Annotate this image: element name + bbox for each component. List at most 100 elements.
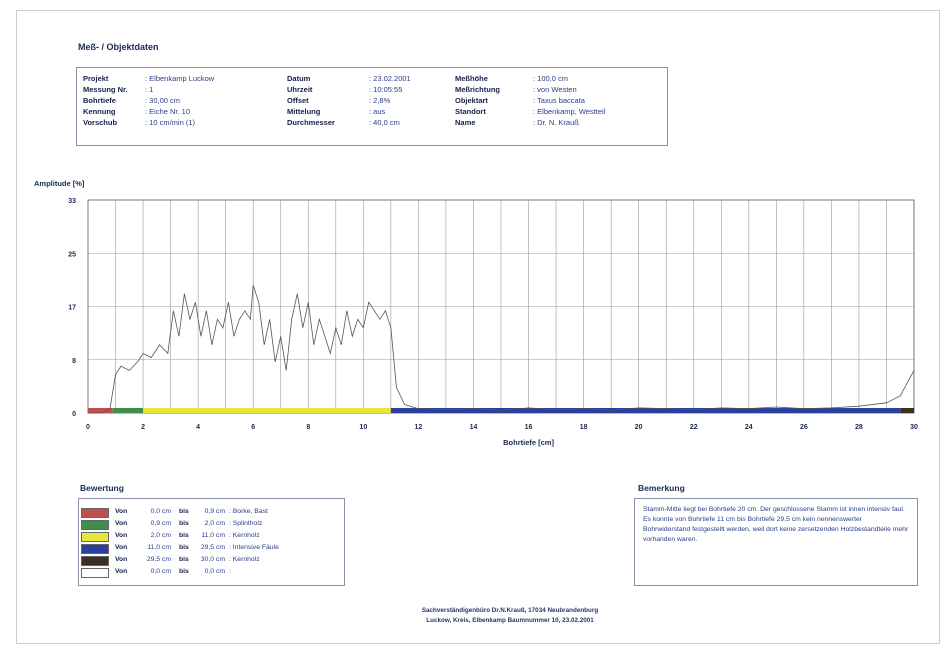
description: : Kernholz [229,532,260,539]
from-value: 0,0 cm [150,508,171,515]
bewertung-row: Von 2,0 cm bis 11,0 cm : Kernholz [79,531,344,542]
info-label: Messung Nr. [83,85,128,94]
bemerkung-text: Stamm-Mitte liegt bei Bohrtiefe 20 cm. D… [643,506,909,543]
info-value: : 10:05:55 [369,85,403,94]
info-value: : von Westen [533,85,577,94]
info-value: : Taxus baccata [533,96,585,105]
bis-label: bis [179,544,189,551]
von-label: Von [115,544,128,551]
info-value: : 100,0 cm [533,74,569,83]
description: : Kernholz [229,556,260,563]
x-tick-label: 6 [251,424,255,431]
y-tick-label: 25 [68,251,76,258]
info-label: Projekt [83,74,109,83]
description: : Borke, Bast [229,508,268,515]
from-value: 29,5 cm [146,556,171,563]
info-label: Offset [287,96,309,105]
amplitude-chart: 0 8 17 25 33 0 2 4 6 8 10 12 14 16 18 20 22 24 26 28 30 Ampli… [30,170,930,470]
classification-band [390,408,901,413]
color-swatch [81,568,109,578]
x-tick-label: 18 [580,424,588,431]
footer: Sachverständigenbüro Dr.N.Krauß, 17034 N… [360,606,660,626]
info-value: : Elbenkamp, Westteil [533,107,606,116]
von-label: Von [115,520,128,527]
classification-band [112,408,144,413]
document-title: Meß- / Objektdaten [78,42,159,52]
y-tick-label: 0 [72,411,76,418]
info-value: : 30,00 cm [145,96,181,105]
bis-label: bis [179,532,189,539]
info-label: Kennung [83,107,116,116]
bewertung-row: Von 11,0 cm bis 29,5 cm: Intensive Fäule [79,543,344,554]
to-value: 0,0 cm [204,568,225,575]
to-value: 0,9 cm [204,508,225,515]
bewertung-row: Von 0,0 cm bis 0,9 cm : Borke, Bast [79,507,344,518]
info-value: : Dr. N. Krauß [533,118,579,127]
info-value: : 23.02.2001 [369,74,411,83]
info-label: Mittelung [287,107,321,116]
von-label: Von [115,556,128,563]
info-value: : 2,8% [369,96,391,105]
x-tick-label: 30 [910,424,918,431]
info-label: Meßhöhe [455,74,488,83]
bemerkung-box: Stamm-Mitte liegt bei Bohrtiefe 20 cm. D… [634,498,918,586]
footer-line-1: Sachverständigenbüro Dr.N.Krauß, 17034 N… [421,607,599,614]
info-label: Standort [455,107,486,116]
from-value: 0,9 cm [150,520,171,527]
info-label: Vorschub [83,118,118,127]
description: : Splintholz [229,520,263,527]
info-value: : 10 cm/min (1) [145,118,196,127]
classification-band [143,408,391,413]
x-tick-label: 12 [415,424,423,431]
y-tick-label: 33 [68,198,76,205]
color-swatch [81,520,109,530]
y-tick-label: 17 [68,305,76,312]
to-value: 29,5 cm [200,544,225,551]
info-value: : aus [369,107,386,116]
von-label: Von [115,532,128,539]
x-axis-label: Bohrtiefe [cm] [503,438,554,447]
info-label: Name [455,118,476,127]
x-tick-label: 22 [690,424,698,431]
info-label: Datum [287,74,311,83]
bewertung-row: Von 29,5 cm bis 30,0 cm: Kernholz [79,555,344,566]
to-value: 30,0 cm [200,556,225,563]
to-value: 11,0 cm [201,532,225,539]
color-swatch [81,532,109,542]
x-tick-label: 20 [635,424,643,431]
from-value: 0,0 cm [150,568,171,575]
color-swatch [81,556,109,566]
info-value: : Eiche Nr. 10 [145,107,191,116]
von-label: Von [115,508,128,515]
x-tick-label: 24 [745,424,753,431]
x-tick-label: 4 [196,424,200,431]
x-tick-label: 26 [800,424,808,431]
bis-label: bis [179,568,189,575]
y-tick-label: 8 [72,358,76,365]
x-tick-label: 28 [855,424,863,431]
from-value: 2,0 cm [150,532,171,539]
info-value: : 1 [145,85,154,94]
info-label: Durchmesser [287,118,335,127]
bis-label: bis [179,508,189,515]
bewertung-row: Von 0,9 cm bis 2,0 cm: Splintholz [79,519,344,530]
x-tick-label: 8 [306,424,310,431]
classification-band [88,408,113,413]
amplitude-curve [88,285,915,414]
x-tick-label: 10 [359,424,367,431]
bewertung-legend: Von 0,0 cm bis 0,9 cm : Borke, Bast Von 0,9 cm… [78,498,345,586]
bis-label: bis [179,520,189,527]
info-value: : Elbenkamp Luckow [145,74,215,83]
info-label: Meßrichtung [455,85,500,94]
von-label: Von [115,568,128,575]
color-swatch [81,544,109,554]
y-axis-label: Amplitude [%] [34,179,85,188]
description: : [229,568,231,575]
footer-line-2: Luckow, Kreis, Elbenkamp Baumnummer 10, … [426,617,594,624]
bewertung-row: Von 0,0 cm bis 0,0 cm: [79,567,344,578]
x-tick-label: 0 [86,424,90,431]
info-label: Bohrtiefe [83,96,116,105]
x-tick-label: 16 [525,424,533,431]
info-value: : 40,0 cm [369,118,400,127]
